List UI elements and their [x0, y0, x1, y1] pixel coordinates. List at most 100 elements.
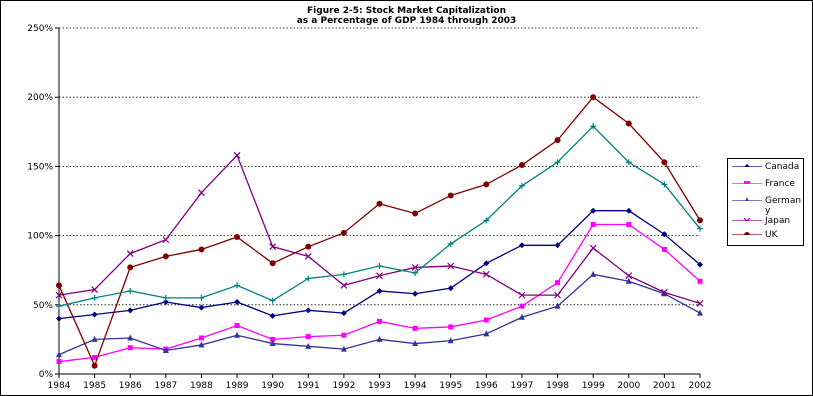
data-point	[697, 278, 703, 284]
legend-swatch-japan	[732, 217, 762, 221]
data-point	[376, 263, 383, 270]
data-point	[162, 346, 169, 353]
data-point	[412, 269, 419, 276]
data-point	[518, 291, 526, 299]
y-tick-label: 150%	[27, 162, 53, 172]
legend-item-japan: Japan	[732, 216, 802, 228]
data-point	[554, 137, 561, 144]
data-point	[590, 270, 597, 277]
data-point	[198, 341, 205, 348]
legend-item-germany: German y	[732, 196, 802, 216]
data-point	[518, 242, 525, 249]
data-point	[447, 192, 454, 199]
data-point	[198, 294, 205, 301]
x-tick-label: 1992	[332, 381, 355, 391]
data-point	[162, 253, 169, 260]
series-japan	[55, 151, 704, 307]
x-tick-label: 2000	[617, 381, 640, 391]
legend-item-france: France	[732, 179, 802, 191]
x-tick-label: 1990	[261, 381, 284, 391]
x-tick-label: 1997	[510, 381, 533, 391]
data-point	[625, 272, 633, 280]
data-point	[447, 337, 454, 344]
data-point	[483, 217, 490, 224]
data-point	[696, 299, 704, 307]
data-point	[554, 291, 561, 299]
data-point	[269, 243, 277, 251]
data-point	[483, 181, 490, 188]
data-point	[554, 242, 561, 249]
x-tick-label: 1989	[226, 381, 249, 391]
legend-swatch-uk	[732, 232, 762, 235]
chart-title-line2: as a Percentage of GDP 1984 through 2003	[296, 16, 517, 26]
data-point	[482, 270, 490, 278]
data-point	[198, 246, 205, 253]
y-tick-label: 200%	[27, 93, 53, 103]
data-point	[340, 310, 347, 317]
data-point	[697, 225, 703, 232]
data-point	[590, 207, 597, 214]
data-point	[91, 286, 99, 294]
data-point	[555, 280, 561, 286]
legend-label-germany: German y	[765, 196, 802, 216]
data-point	[234, 282, 241, 289]
data-point	[198, 335, 204, 341]
data-point	[234, 233, 241, 240]
x-tick-label: 1999	[582, 381, 605, 391]
series-line	[58, 154, 701, 305]
data-point	[661, 246, 667, 252]
data-point	[376, 272, 383, 280]
legend: Canada France German y Japan	[727, 158, 804, 246]
chart-title-line1: Figure 2-5: Stock Market Capitalization	[307, 6, 506, 16]
legend-label-canada: Canada	[765, 162, 800, 172]
data-point	[625, 120, 632, 127]
x-tick-label: 1984	[48, 381, 71, 391]
legend-label-japan: Japan	[765, 216, 791, 226]
data-point	[447, 285, 454, 292]
data-point	[269, 260, 276, 267]
y-tick-label: 250%	[27, 24, 53, 34]
data-point	[661, 181, 668, 188]
data-point	[589, 244, 597, 252]
data-point	[519, 303, 525, 309]
data-point	[126, 250, 134, 258]
data-point	[590, 94, 597, 101]
data-point	[127, 287, 134, 294]
legend-item-uk: UK	[732, 230, 802, 242]
data-point	[518, 182, 525, 189]
legend-label-france: France	[765, 179, 795, 189]
data-point	[483, 317, 489, 323]
y-tick-label: 100%	[27, 232, 53, 242]
legend-swatch-canada	[732, 164, 762, 167]
data-point	[626, 222, 632, 228]
y-tick-labels: 0% 50% 100% 150% 200% 250%	[27, 24, 53, 380]
legend-label-uk: UK	[765, 230, 778, 240]
data-point	[483, 330, 490, 337]
data-point	[234, 323, 240, 329]
data-point	[625, 277, 632, 284]
data-point	[56, 351, 62, 358]
data-point	[233, 151, 241, 159]
data-point	[697, 309, 703, 316]
data-point	[162, 294, 169, 301]
x-tick-label: 1987	[154, 381, 177, 391]
data-point	[269, 312, 276, 319]
data-point	[127, 334, 134, 341]
data-point	[198, 189, 205, 197]
data-point	[411, 264, 419, 271]
data-point	[91, 362, 98, 369]
data-point	[661, 290, 668, 297]
x-tick-label: 1994	[404, 381, 427, 391]
x-tick-label: 1993	[368, 381, 391, 391]
y-tick-label: 50%	[33, 301, 53, 311]
data-point	[340, 281, 348, 289]
data-point	[127, 307, 134, 314]
data-point	[447, 262, 455, 270]
data-point	[625, 159, 632, 166]
data-point	[554, 159, 561, 166]
series-uk	[56, 94, 703, 369]
x-tick-label: 2001	[653, 381, 676, 391]
data-point	[55, 291, 63, 299]
